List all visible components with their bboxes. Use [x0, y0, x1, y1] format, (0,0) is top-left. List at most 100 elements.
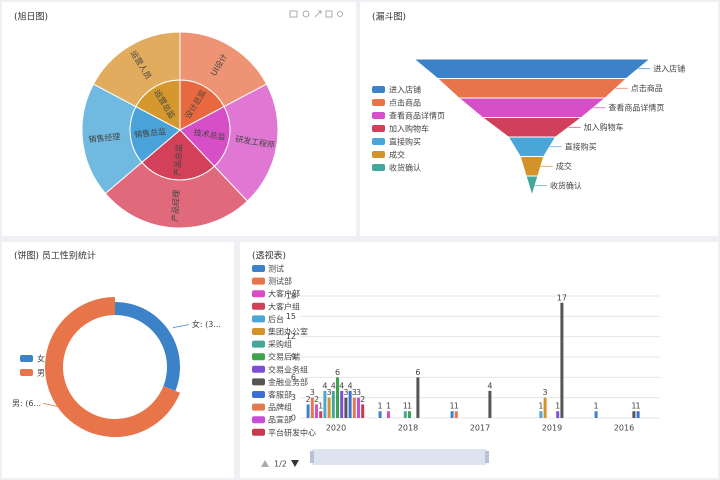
legend-label: 品宣部	[268, 415, 292, 425]
slice-label: 女: (3...	[192, 319, 221, 329]
legend-swatch	[372, 112, 385, 119]
legend-swatch	[252, 302, 265, 310]
segment-label: 销售经理	[88, 131, 121, 144]
legend-page: 1/2	[274, 460, 287, 469]
legend-label: 集团办公室	[268, 327, 308, 337]
funnel-label: 直接购买	[565, 141, 597, 151]
legend-swatch	[372, 86, 385, 93]
legend-label: 大客户组	[268, 301, 300, 311]
data-zoom[interactable]	[312, 449, 487, 465]
zoom-handle[interactable]	[485, 451, 489, 463]
funnel-label: 收货确认	[550, 180, 582, 190]
funnel-segment	[436, 78, 628, 99]
bar	[323, 390, 327, 418]
pie-slice	[115, 302, 180, 391]
legend-label: 点击商品	[389, 98, 421, 108]
x-tick-label: 2018	[398, 424, 418, 433]
chart-title: (旭日图)	[14, 11, 48, 23]
legend-label: 品牌组	[268, 402, 292, 412]
legend-swatch	[252, 403, 265, 411]
value-label: 1	[318, 402, 323, 411]
value-label: 4	[487, 381, 492, 390]
value-label: 1	[450, 402, 455, 411]
page-prev[interactable]	[261, 460, 269, 467]
bar	[315, 404, 318, 418]
value-label: 1	[631, 402, 636, 411]
legend-label: 查看商品详情页	[389, 111, 445, 121]
bar	[594, 411, 598, 418]
bar	[348, 390, 352, 418]
value-label: 1	[403, 402, 408, 411]
value-label: 4	[348, 381, 353, 390]
value-label: 1	[454, 402, 459, 411]
legend-swatch	[252, 378, 265, 386]
value-label: 3	[356, 388, 361, 397]
funnel-segment	[457, 97, 607, 118]
legend-label: 平台研发中心	[268, 427, 316, 437]
bar	[306, 404, 310, 418]
y-tick-label: 0	[291, 414, 296, 423]
legend-label: 进入店铺	[389, 85, 421, 95]
legend-swatch	[372, 138, 385, 145]
y-tick-label: 6	[291, 373, 296, 382]
funnel-label: 加入购物车	[584, 122, 624, 132]
bar	[340, 390, 344, 418]
value-label: 2	[360, 395, 365, 404]
bar	[450, 411, 454, 418]
bar	[319, 411, 323, 418]
sunburst-outer	[104, 161, 249, 229]
bar	[539, 411, 543, 418]
funnel-label: 点击商品	[631, 83, 663, 93]
value-label: 2	[314, 395, 319, 404]
legend-label: 直接购买	[389, 137, 421, 147]
legend-label: 加入购物车	[389, 124, 429, 134]
bar	[416, 377, 420, 418]
x-tick-label: 2020	[326, 424, 346, 433]
bar	[556, 411, 560, 418]
bar	[632, 411, 636, 418]
legend-label: 交易后端	[268, 352, 300, 362]
legend-swatch	[252, 353, 265, 361]
segment-label: 销售总监	[134, 126, 167, 139]
legend-label: 客服部	[268, 390, 292, 400]
zoom-handle[interactable]	[310, 451, 314, 463]
y-tick-label: 15	[286, 312, 296, 321]
legend-label: 大客户部	[268, 289, 300, 299]
funnel-segment	[412, 58, 652, 79]
legend-swatch	[372, 151, 385, 158]
value-label: 1	[407, 402, 412, 411]
segment-label: 产品经理	[170, 190, 182, 222]
bar	[488, 390, 492, 418]
legend-swatch	[252, 428, 265, 436]
value-label: 4	[331, 381, 336, 390]
value-label: 3	[352, 388, 357, 397]
segment-label: 产品总监	[172, 144, 184, 176]
bar	[378, 411, 382, 418]
y-tick-label: 18	[286, 292, 296, 301]
legend-swatch	[372, 164, 385, 171]
bar	[344, 397, 348, 418]
toolbox[interactable]	[289, 10, 343, 18]
legend-swatch	[252, 416, 265, 424]
chart-title: (透视表)	[252, 250, 286, 262]
y-tick-label: 9	[291, 353, 296, 362]
bar	[336, 377, 339, 418]
value-label: 2	[306, 395, 311, 404]
page-next[interactable]	[291, 460, 299, 467]
legend-label: 女	[37, 354, 45, 364]
bar	[454, 411, 458, 418]
slice-label: 男: (6...	[12, 399, 41, 408]
value-label: 6	[335, 368, 340, 377]
funnel-label: 成交	[556, 161, 572, 171]
y-tick-label: 12	[286, 332, 296, 341]
label-line	[172, 324, 189, 328]
chart-title: (漏斗图)	[372, 11, 406, 23]
panel	[240, 242, 718, 478]
bar	[403, 411, 407, 418]
bar	[636, 411, 640, 418]
bar	[352, 397, 356, 418]
value-label: 4	[322, 381, 327, 390]
legend-label: 金融业务部	[268, 377, 308, 387]
legend-swatch	[20, 355, 33, 362]
value-label: 1	[538, 402, 543, 411]
